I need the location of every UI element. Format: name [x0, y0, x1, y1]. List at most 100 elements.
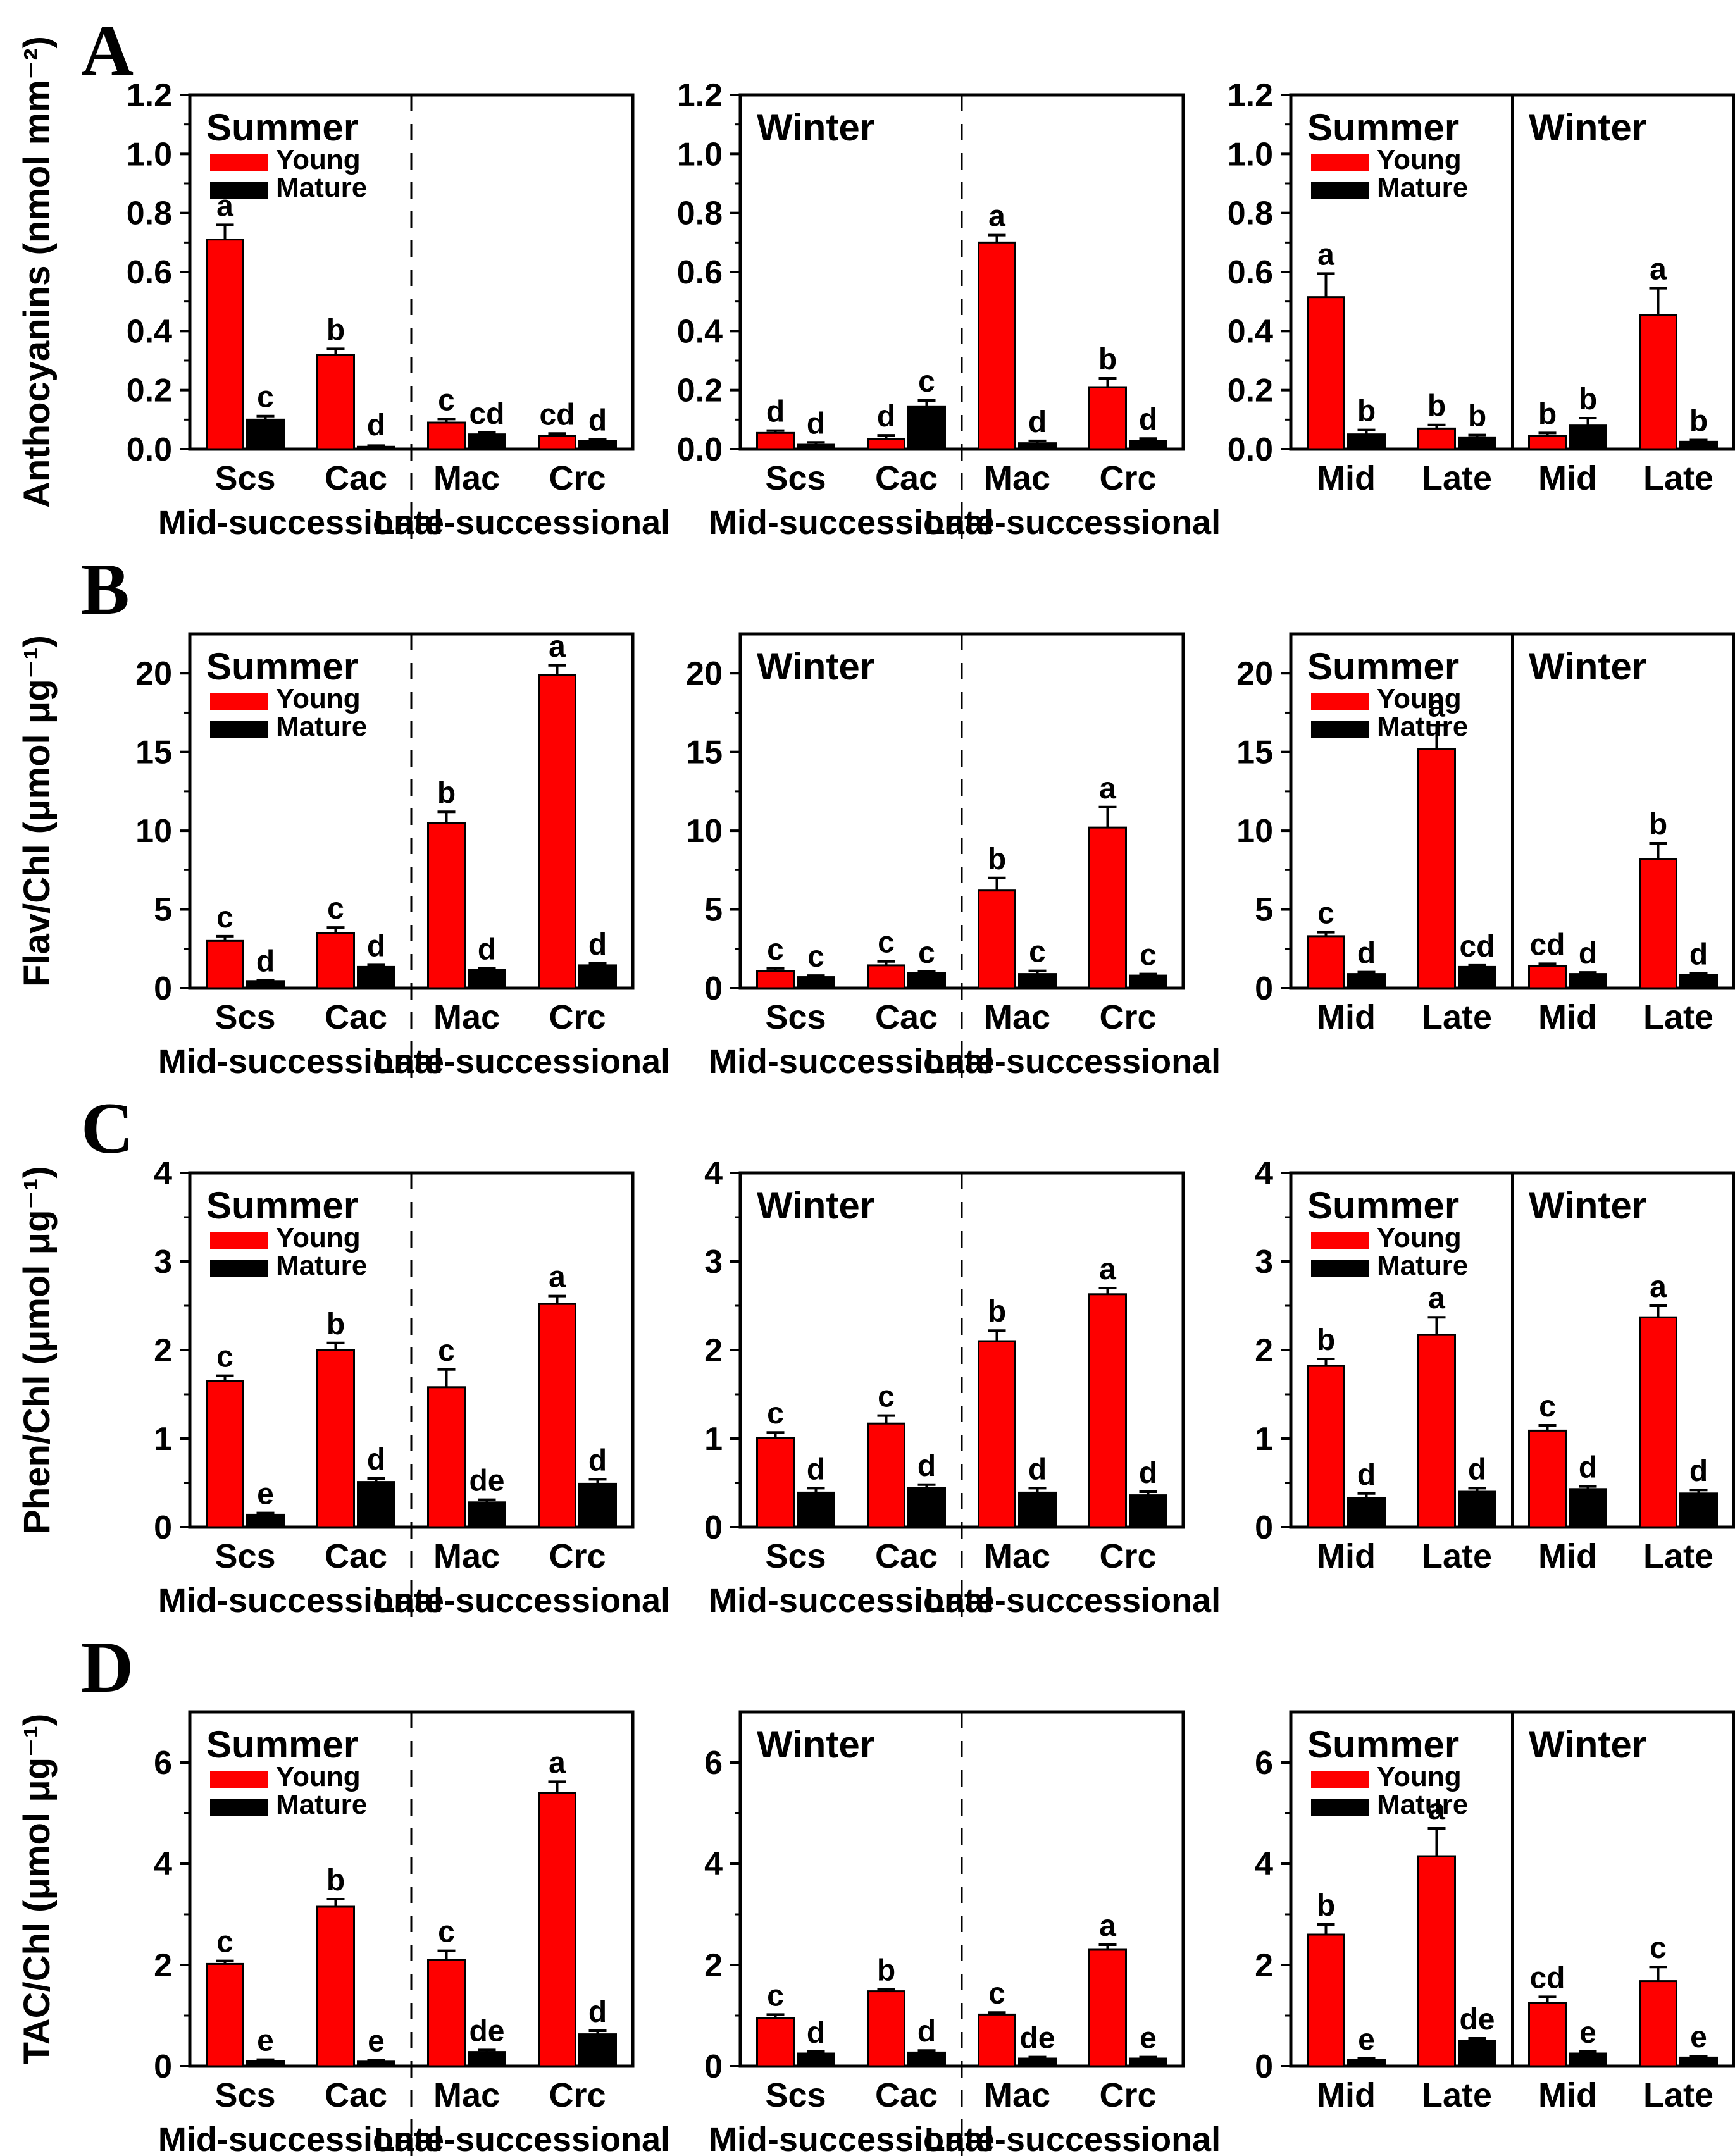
y-tick-label: 6	[1255, 1745, 1273, 1781]
y-tick-label: 0.4	[127, 313, 172, 350]
error-bar	[917, 1483, 936, 1489]
legend-swatch-young	[1311, 154, 1369, 171]
error-bar	[437, 418, 456, 423]
category-label: Mac	[984, 2076, 1050, 2114]
bar-young-D2-crc-3	[1088, 1948, 1127, 2067]
y-tick-label: 0.2	[1228, 373, 1273, 409]
y-tick-label: 0.2	[677, 373, 723, 409]
sig-letter: d	[1139, 1456, 1157, 1490]
error-bar	[1649, 1304, 1667, 1318]
legend-label-young: Young	[1377, 1761, 1462, 1792]
bar-young-B3-late-1	[1417, 748, 1456, 989]
sig-letter: cd	[1529, 1961, 1565, 1995]
plot-frame	[1289, 1710, 1735, 2068]
bar-young-C3-late-3	[1639, 1316, 1677, 1528]
error-bar	[216, 934, 234, 941]
bar-mature-A2-mac-2	[1018, 442, 1057, 450]
y-tick-label: 0.6	[127, 254, 172, 291]
error-bar	[1139, 2055, 1157, 2059]
error-bar	[1139, 1490, 1157, 1496]
bar-young-C1-cac-1	[316, 1349, 355, 1528]
error-bar	[1028, 969, 1047, 974]
error-bar	[766, 967, 785, 971]
y-tick-label: 20	[135, 655, 172, 692]
category-label: Cac	[875, 2076, 938, 2114]
error-bar	[766, 429, 785, 433]
season-header-winter: Winter	[757, 645, 874, 688]
bar-mature-D1-crc-3	[578, 2033, 617, 2067]
group-label-late: Late-successional	[924, 1043, 1221, 1078]
sig-letter: d	[1028, 406, 1047, 439]
bar-mature-A2-scs-0	[797, 443, 835, 450]
y-tick-label: 0.6	[677, 254, 723, 291]
bar-mature-A3-mid-2	[1569, 424, 1607, 450]
error-bar	[1649, 1966, 1667, 1981]
bar-mature-C1-cac-1	[357, 1481, 395, 1528]
legend-swatch-young	[210, 154, 268, 171]
plot-frame	[188, 93, 635, 451]
y-tick-label: 10	[1236, 813, 1273, 850]
category-label: Scs	[765, 998, 826, 1036]
season-header-summer: Summer	[206, 1184, 358, 1227]
y-tick-label: 20	[686, 655, 723, 692]
error-bar	[1427, 1316, 1446, 1335]
sig-letter: c	[807, 940, 824, 974]
category-label: Mac	[984, 1537, 1050, 1575]
sig-letter: c	[438, 1916, 455, 1949]
category-label: Mac	[433, 459, 500, 497]
panel-A3: 0.0 0.2 0.4 0.6 0.8 1.0 1.2 Summer Winter YoungMa…	[1228, 77, 1735, 497]
error-bar	[917, 399, 936, 407]
legend-swatch-young	[1311, 693, 1369, 710]
bar-young-A3-mid-0	[1307, 296, 1345, 450]
y-tick-label: 20	[1236, 655, 1273, 692]
season-header-summer: Summer	[1307, 106, 1459, 149]
y-tick-label: 2	[704, 1947, 723, 1984]
bar-mature-B3-mid-0	[1347, 973, 1386, 989]
bar-mature-D3-late-1	[1458, 2040, 1496, 2067]
sig-letter: c	[438, 383, 455, 417]
sig-letter: b	[326, 1864, 345, 1897]
bar-young-B3-late-3	[1639, 858, 1677, 989]
bar-mature-D2-scs-0	[797, 2052, 835, 2067]
sig-letter: b	[988, 843, 1006, 876]
bar-mature-D2-mac-2	[1018, 2057, 1057, 2067]
y-tick-label: 1.2	[1228, 77, 1273, 114]
category-label: Scs	[765, 1537, 826, 1575]
y-tick-label: 2	[1255, 1947, 1273, 1984]
category-label: Late	[1643, 1537, 1713, 1575]
bar-young-D2-cac-1	[867, 1990, 905, 2067]
error-bar	[988, 876, 1006, 891]
y-tick-label: 4	[154, 1846, 172, 1883]
sig-letter: a	[988, 200, 1005, 233]
sig-letter: d	[367, 409, 385, 442]
y-axis-title: Flav/Chl (μmol μg⁻¹)	[16, 635, 58, 987]
bar-mature-C2-mac-2	[1018, 1491, 1057, 1528]
sig-letter: a	[1099, 772, 1116, 805]
category-label: Mid	[1538, 998, 1597, 1036]
group-label-mid: Mid-successional	[709, 1582, 993, 1617]
sig-letter: a	[549, 1261, 566, 1294]
category-label: Cac	[875, 1537, 938, 1575]
y-tick-label: 0	[704, 2048, 723, 2085]
sig-letter: b	[1098, 343, 1117, 376]
bar-young-B1-cac-1	[316, 932, 355, 989]
error-bar	[1579, 2050, 1597, 2054]
sig-letter: de	[469, 1465, 504, 1498]
error-bar	[1689, 1489, 1708, 1494]
error-bar	[1317, 272, 1335, 297]
category-label: Mid	[1317, 2076, 1376, 2114]
error-bar	[1538, 962, 1557, 967]
error-bar	[216, 1374, 234, 1381]
category-label: Late	[1643, 998, 1713, 1036]
plot-frame	[188, 1710, 635, 2068]
error-bar	[917, 2049, 936, 2053]
category-label: Scs	[215, 998, 275, 1036]
y-tick-label: 1.2	[677, 77, 723, 114]
bar-mature-C1-mac-2	[468, 1501, 506, 1528]
error-bar	[877, 960, 895, 965]
bar-mature-B1-scs-0	[246, 980, 285, 989]
sig-letter: b	[1317, 1323, 1335, 1357]
